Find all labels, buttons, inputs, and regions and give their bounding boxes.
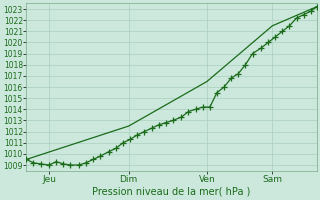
X-axis label: Pression niveau de la mer( hPa ): Pression niveau de la mer( hPa ) — [92, 187, 251, 197]
